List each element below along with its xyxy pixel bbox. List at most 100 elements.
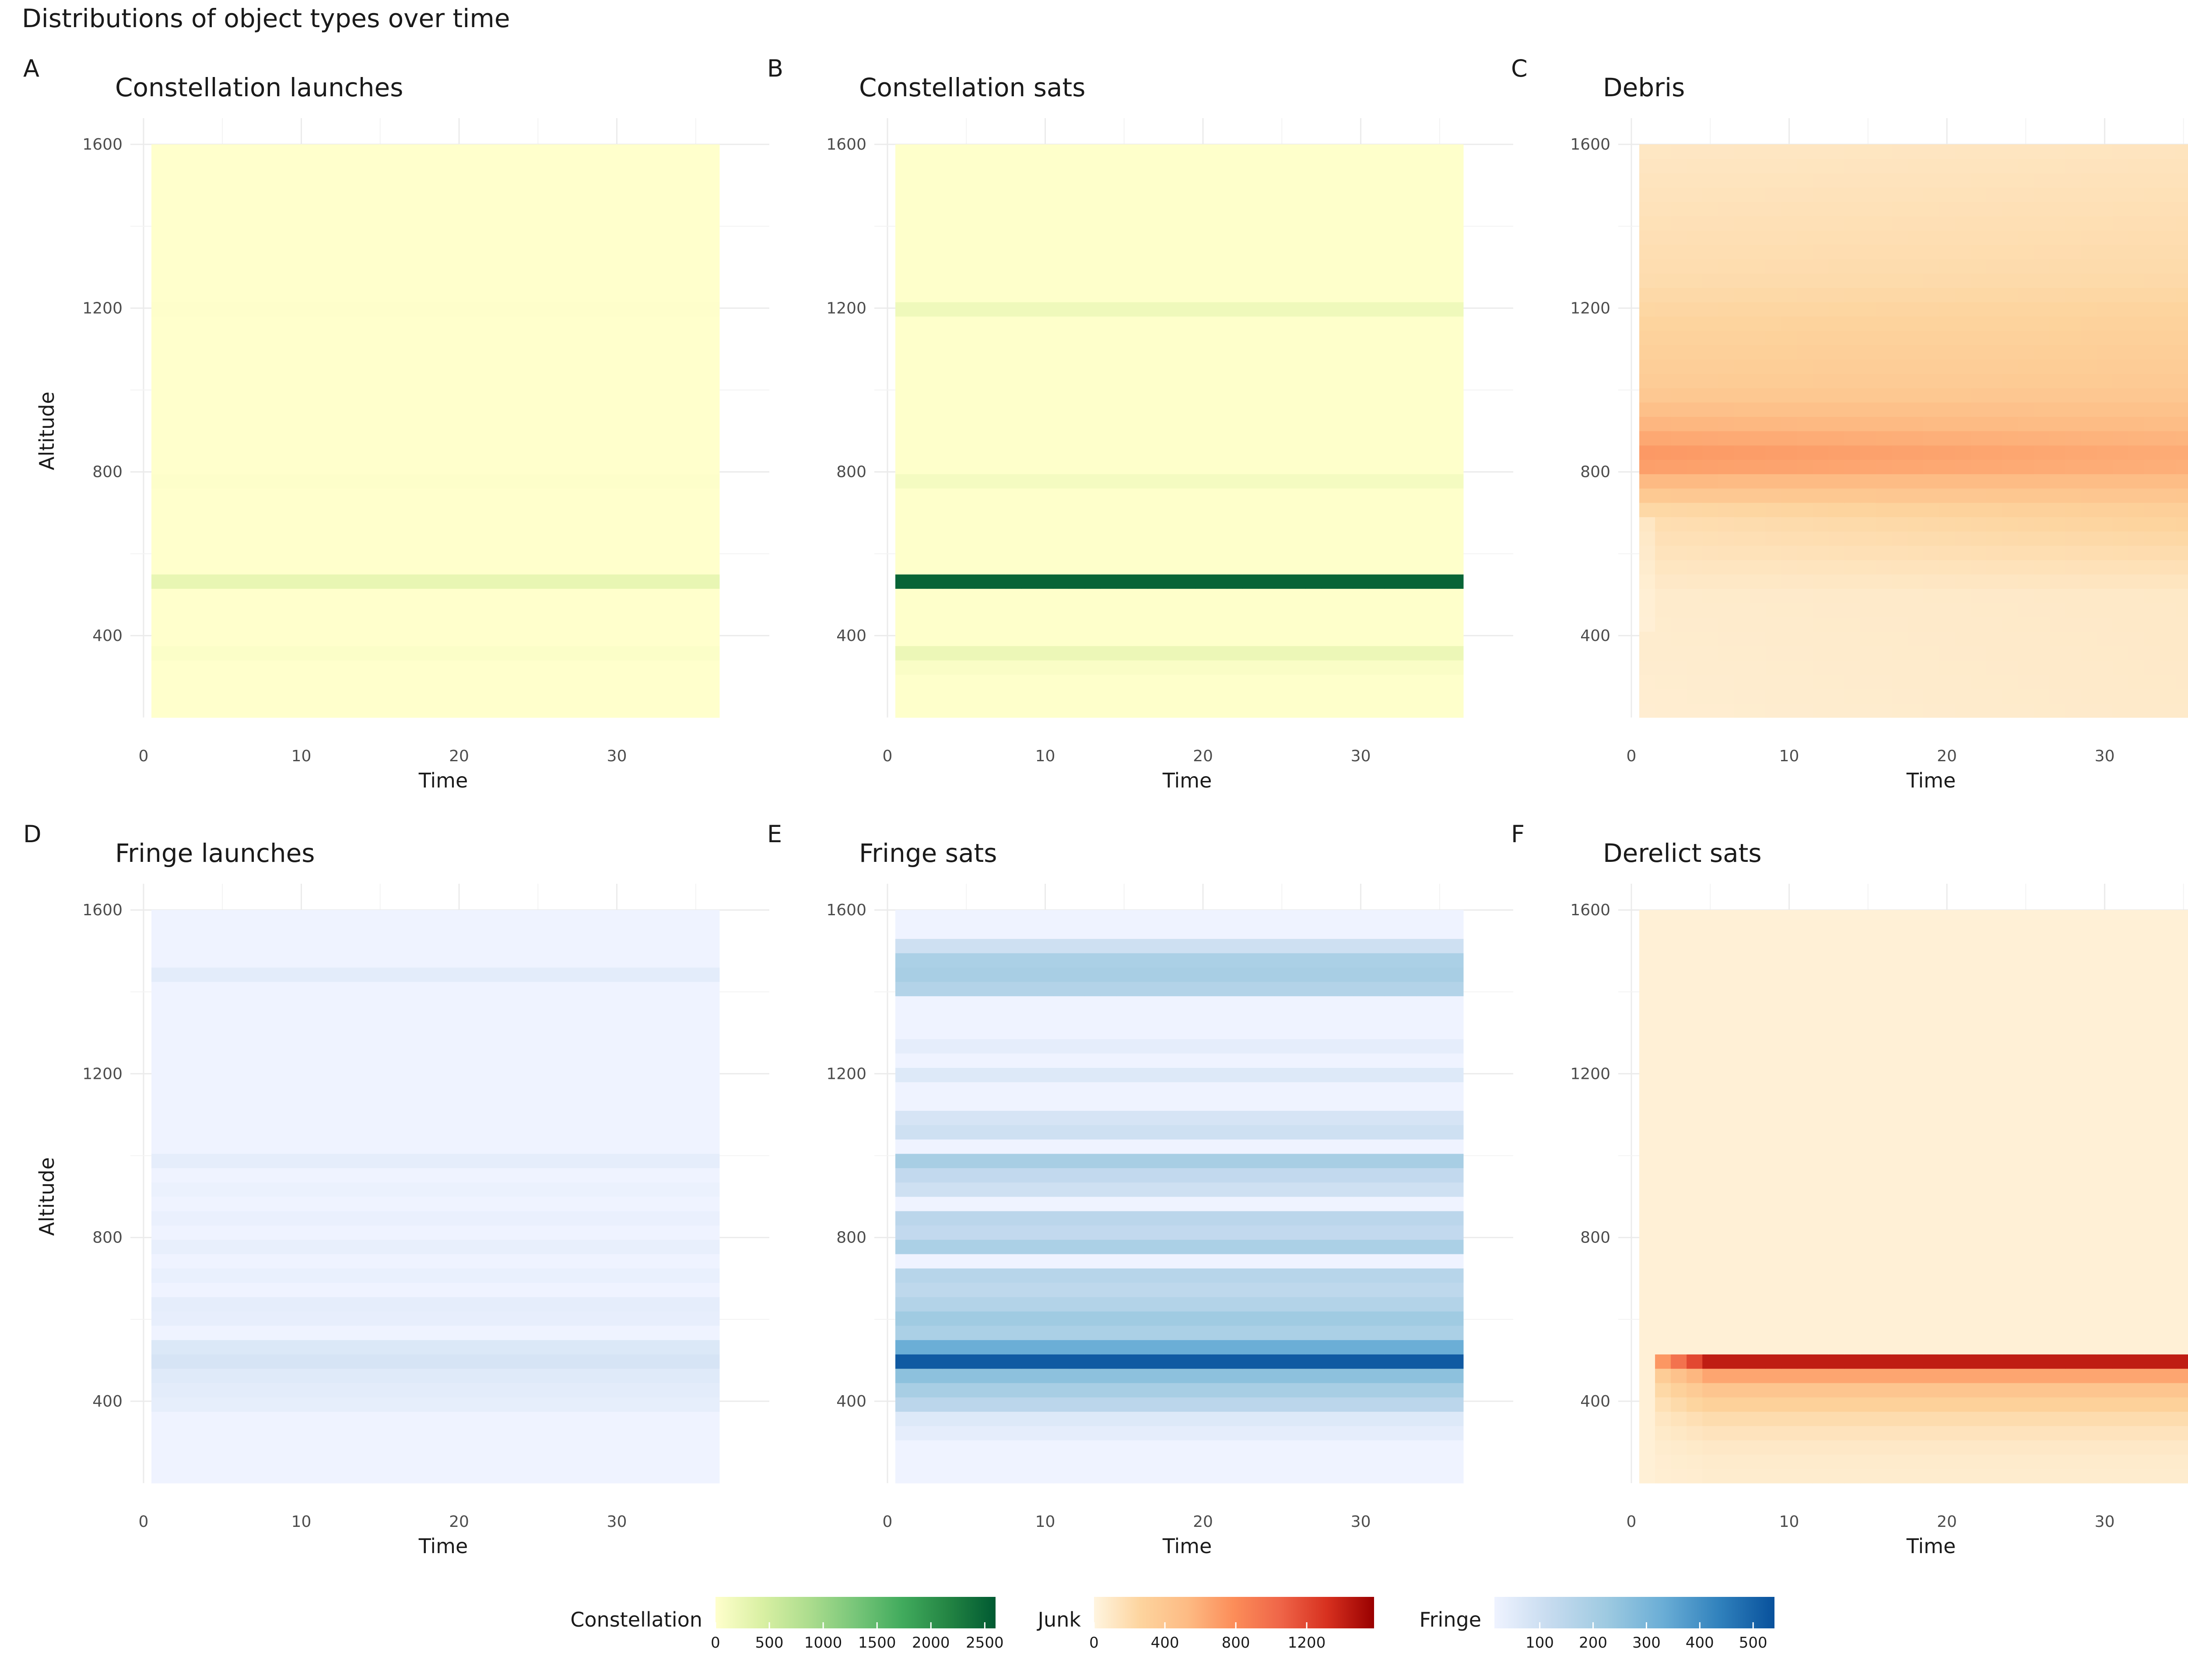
heatmap-cell: [1179, 574, 1196, 589]
heatmap-cell: [451, 502, 467, 518]
heatmap-cell: [246, 703, 262, 718]
heatmap-cell: [1702, 517, 1718, 532]
heatmap-cell: [309, 1340, 326, 1354]
heatmap-cell: [1781, 631, 1798, 646]
heatmap-cell: [703, 459, 720, 474]
heatmap-cell: [1750, 187, 1766, 202]
heatmap-cell: [372, 474, 389, 489]
heatmap-cell: [1037, 531, 1054, 546]
heatmap-cell: [277, 1411, 294, 1426]
heatmap-cell: [2097, 345, 2113, 360]
panel-title: Debris: [1603, 73, 1685, 102]
heatmap-cell: [483, 431, 499, 446]
heatmap-cell: [1021, 359, 1038, 374]
heatmap-cell: [183, 445, 199, 460]
heatmap-cell: [1734, 316, 1750, 331]
heatmap-cell: [246, 546, 262, 560]
heatmap-cell: [2128, 445, 2145, 460]
heatmap-cell: [403, 703, 420, 718]
heatmap-cell: [388, 245, 404, 259]
heatmap-cell: [1781, 674, 1798, 690]
heatmap-cell: [1797, 216, 1813, 231]
heatmap-cell: [1923, 560, 1939, 575]
heatmap-cell: [372, 144, 389, 159]
heatmap-cell: [1447, 474, 1464, 489]
heatmap-cell: [1227, 502, 1243, 518]
heatmap-cell: [167, 158, 183, 174]
heatmap-cell: [1939, 388, 1955, 403]
heatmap-cell: [577, 144, 594, 159]
heatmap-cell: [1781, 359, 1798, 374]
heatmap-cell: [1687, 374, 1703, 388]
heatmap-cell: [1274, 316, 1290, 331]
heatmap-cell: [214, 1454, 231, 1469]
heatmap-cell: [1147, 202, 1164, 217]
heatmap-cell: [1290, 374, 1306, 388]
heatmap-cell: [277, 1440, 294, 1455]
heatmap-cell: [2065, 674, 2082, 690]
heatmap-cell: [1069, 488, 1085, 503]
heatmap-cell: [151, 1426, 168, 1441]
heatmap-cell: [498, 502, 515, 518]
heatmap-cell: [230, 1340, 246, 1354]
heatmap-cell: [1132, 158, 1148, 174]
heatmap-cell: [293, 660, 310, 675]
heatmap-cell: [1211, 445, 1227, 460]
heatmap-cell: [1797, 689, 1813, 704]
heatmap-cell: [246, 173, 262, 188]
heatmap-cell: [1971, 660, 1987, 675]
heatmap-cell: [1163, 703, 1180, 718]
heatmap-cell: [561, 416, 578, 431]
heatmap-cell: [593, 1454, 610, 1469]
heatmap-cell: [2144, 703, 2160, 718]
heatmap-cell: [1400, 245, 1417, 259]
heatmap-cell: [1702, 187, 1718, 202]
heatmap-cell: [514, 144, 530, 159]
heatmap-cell: [672, 703, 688, 718]
heatmap-cell: [1400, 445, 1417, 460]
heatmap-cell: [624, 330, 641, 346]
heatmap-cell: [687, 1297, 704, 1312]
heatmap-cell: [546, 1397, 562, 1412]
heatmap-cell: [230, 674, 246, 690]
heatmap-cell: [2081, 230, 2097, 245]
heatmap-cell: [1986, 445, 2002, 460]
heatmap-cell: [451, 560, 467, 575]
heatmap-cell: [514, 631, 530, 646]
heatmap-cell: [277, 273, 294, 288]
heatmap-cell: [183, 216, 199, 231]
heatmap-cell: [1876, 474, 1892, 489]
heatmap-cell: [1750, 574, 1766, 589]
heatmap-cell: [624, 1354, 641, 1369]
heatmap-cell: [277, 416, 294, 431]
heatmap-cell: [1923, 187, 1939, 202]
heatmap-cell: [356, 631, 373, 646]
heatmap-cell: [1116, 431, 1133, 446]
heatmap-cell: [340, 173, 357, 188]
heatmap-cell: [911, 259, 927, 274]
heatmap-cell: [1006, 689, 1022, 704]
heatmap-cell: [1006, 574, 1022, 589]
heatmap-cell: [1400, 617, 1417, 632]
heatmap-cell: [372, 689, 389, 704]
heatmap-cell: [2034, 603, 2050, 618]
heatmap-cell: [1021, 431, 1038, 446]
heatmap-cell: [1718, 459, 1734, 474]
heatmap-cell: [2081, 574, 2097, 589]
heatmap-cell: [199, 1268, 215, 1283]
heatmap-cell: [1416, 316, 1432, 331]
heatmap-cell: [419, 1426, 436, 1441]
heatmap-cell: [593, 431, 610, 446]
heatmap-cell: [1258, 574, 1274, 589]
heatmap-cell: [356, 359, 373, 374]
heatmap-cell: [561, 531, 578, 546]
heatmap-cell: [1069, 273, 1085, 288]
heatmap-cell: [419, 474, 436, 489]
heatmap-cell: [1321, 531, 1338, 546]
heatmap-cell: [1416, 703, 1432, 718]
heatmap-cell: [419, 1469, 436, 1484]
heatmap-cell: [1639, 173, 1655, 188]
heatmap-cell: [1006, 631, 1022, 646]
heatmap-cell: [911, 531, 927, 546]
heatmap-cell: [530, 1411, 546, 1426]
